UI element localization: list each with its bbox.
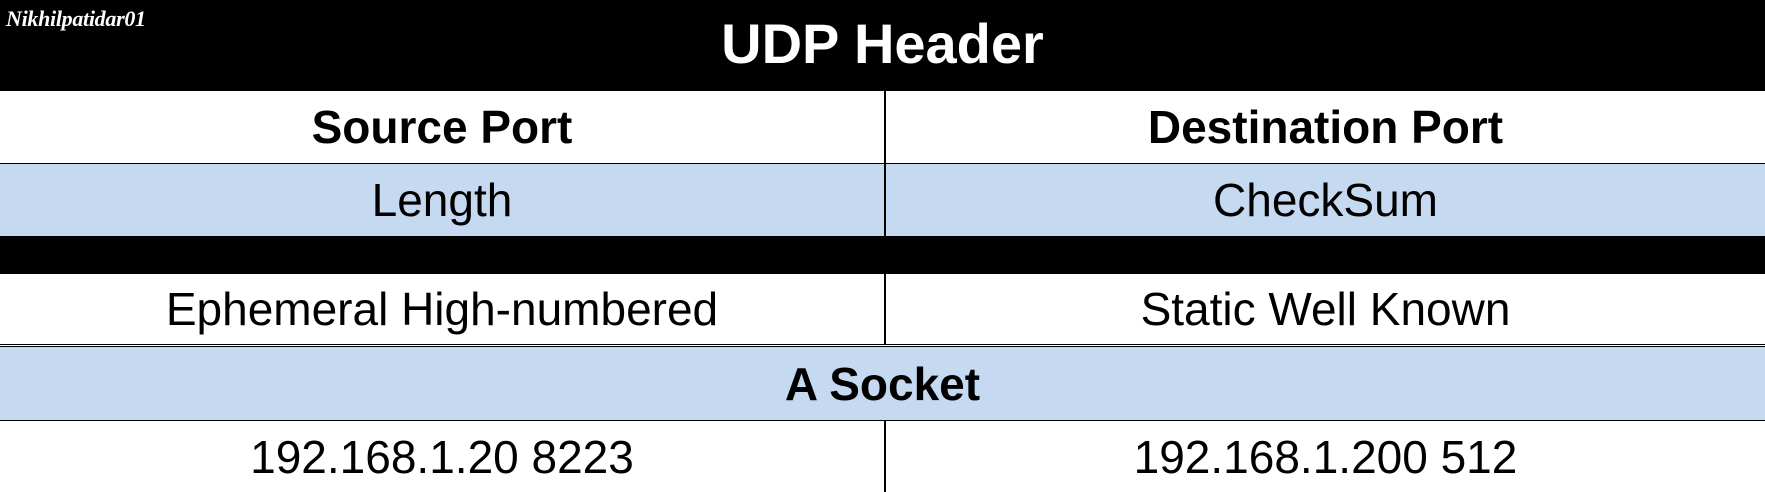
socket-title-row: A Socket — [0, 347, 1765, 421]
source-socket-cell: 192.168.1.20 8223 — [0, 421, 886, 492]
destination-port-cell: Destination Port — [1147, 101, 1504, 153]
ports-row: Source Port Destination Port — [0, 91, 1765, 164]
separator-bar — [0, 236, 1765, 274]
destination-socket-cell: 192.168.1.200 512 — [1133, 430, 1518, 483]
socket-values-row: 192.168.1.20 8223 192.168.1.200 512 — [0, 421, 1765, 492]
source-port-cell: Source Port — [0, 91, 886, 163]
title-bar: Nikhilpatidar01 UDP Header — [0, 0, 1765, 91]
well-known-port-cell: Static Well Known — [1140, 283, 1511, 335]
socket-title: A Socket — [784, 357, 981, 410]
watermark-signature: Nikhilpatidar01 — [6, 6, 146, 31]
diagram-title: UDP Header — [721, 12, 1044, 75]
length-checksum-row: Length CheckSum — [0, 164, 1765, 236]
checksum-cell: CheckSum — [1213, 174, 1438, 226]
port-types-row: Ephemeral High-numbered Static Well Know… — [0, 274, 1765, 347]
ephemeral-port-cell: Ephemeral High-numbered — [0, 274, 886, 344]
length-cell: Length — [0, 164, 886, 236]
